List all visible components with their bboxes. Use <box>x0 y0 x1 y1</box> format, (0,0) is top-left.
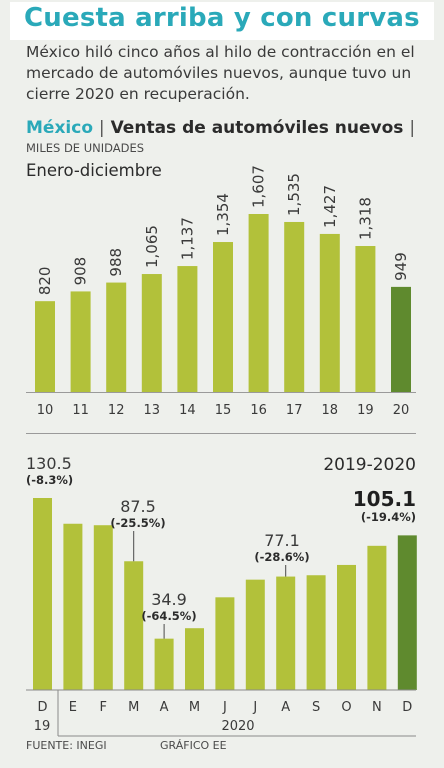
monthly-tick-label: S <box>312 700 320 715</box>
annotation-change: (-25.5%) <box>110 516 165 530</box>
section-separator: | <box>98 118 105 138</box>
annotation-value: 34.9 <box>151 590 187 609</box>
annotation-value: 87.5 <box>120 497 156 516</box>
monthly-tick-label: E <box>69 700 77 715</box>
monthly-tick-label: J <box>252 700 257 715</box>
headline-banner: Cuesta arriba y con curvas <box>10 2 434 40</box>
section-heading: México | Ventas de automóviles nuevos | <box>26 118 415 138</box>
annual-bar-13 <box>141 274 162 392</box>
annual-bar-20 <box>391 286 411 392</box>
annual-value-label: 949 <box>392 252 410 281</box>
annual-tick-label: 13 <box>144 403 161 418</box>
monthly-bar-9 <box>306 575 326 690</box>
annual-tick-label: 16 <box>250 403 267 418</box>
units-label: MILES DE UNIDADES <box>26 141 145 155</box>
monthly-bar-4 <box>154 638 174 690</box>
section-country: México <box>26 118 93 138</box>
annual-value-label: 1,318 <box>356 197 374 240</box>
annual-tick-label: 19 <box>357 403 374 418</box>
year-label: 19 <box>34 719 51 734</box>
section-topic: Ventas de automóviles nuevos <box>110 118 404 138</box>
annotation-value: 77.1 <box>264 531 300 550</box>
annual-bar-12 <box>106 282 127 392</box>
annual-value-label: 1,137 <box>178 217 196 260</box>
annual-tick-label: 14 <box>179 403 196 418</box>
monthly-tick-label: M <box>128 700 139 715</box>
annual-bar-18 <box>319 233 340 392</box>
annotation-value: 105.1 <box>353 487 416 511</box>
monthly-bar-2 <box>93 525 113 690</box>
monthly-bar-3 <box>124 561 144 690</box>
annual-tick-label: 11 <box>72 403 89 418</box>
monthly-tick-label: A <box>160 700 169 715</box>
credit-note: GRÁFICO EE <box>160 739 227 752</box>
annotation-change: (-28.6%) <box>254 550 309 564</box>
annual-tick-label: 18 <box>322 403 339 418</box>
monthly-tick-label: J <box>222 700 227 715</box>
monthly-tick-label: O <box>341 700 351 715</box>
annual-value-label: 1,535 <box>285 173 303 216</box>
year-label: 2020 <box>221 719 254 734</box>
monthly-bar-7 <box>245 579 265 690</box>
annual-value-label: 1,065 <box>143 225 161 268</box>
monthly-bar-6 <box>215 597 235 690</box>
monthly-tick-label: M <box>189 700 200 715</box>
monthly-tick-label: A <box>281 700 290 715</box>
monthly-bar-8 <box>276 576 296 690</box>
annual-bar-16 <box>248 214 269 392</box>
annual-bar-15 <box>213 242 233 392</box>
headline: Cuesta arriba y con curvas <box>24 3 420 33</box>
annual-value-label: 908 <box>72 257 90 286</box>
monthly-bar-10 <box>337 564 356 690</box>
annotation-value: 130.5 <box>26 454 72 473</box>
annual-chart-title: Enero-diciembre <box>26 161 162 180</box>
annual-tick-label: 10 <box>37 403 54 418</box>
annual-tick-label: 12 <box>108 403 125 418</box>
annual-value-label: 1,354 <box>214 193 232 236</box>
annual-tick-label: 20 <box>393 403 410 418</box>
monthly-bar-1 <box>63 523 83 690</box>
annual-tick-label: 15 <box>215 403 232 418</box>
annotation-change: (-8.3%) <box>26 473 73 487</box>
monthly-chart-title: 2019-2020 <box>323 455 416 475</box>
annual-tick-label: 17 <box>286 403 303 418</box>
annual-value-label: 820 <box>36 267 54 296</box>
annual-value-label: 1,427 <box>321 185 339 228</box>
monthly-tick-label: D <box>402 700 412 715</box>
monthly-tick-label: D <box>37 700 47 715</box>
monthly-bar-11 <box>367 545 387 690</box>
annual-bar-10 <box>35 301 55 392</box>
section-separator-end: | <box>409 118 416 138</box>
annual-value-label: 1,607 <box>250 165 268 208</box>
annual-bar-19 <box>355 246 376 392</box>
annual-bar-14 <box>177 266 198 392</box>
annual-chart-baseline <box>26 392 416 393</box>
monthly-bar-5 <box>185 628 204 690</box>
monthly-bar-0 <box>33 498 52 690</box>
annotation-change: (-19.4%) <box>361 510 416 524</box>
source-note: FUENTE: INEGI <box>26 739 107 752</box>
monthly-tick-label: N <box>372 700 382 715</box>
chart-divider <box>26 433 416 434</box>
annotation-change: (-64.5%) <box>141 609 196 623</box>
annual-bar-11 <box>70 291 91 392</box>
annual-value-label: 988 <box>107 248 125 277</box>
subtitle: México hiló cinco años al hilo de contra… <box>26 43 415 103</box>
monthly-bar-12 <box>397 535 417 690</box>
monthly-tick-label: F <box>100 700 107 715</box>
annual-bar-17 <box>284 221 305 392</box>
